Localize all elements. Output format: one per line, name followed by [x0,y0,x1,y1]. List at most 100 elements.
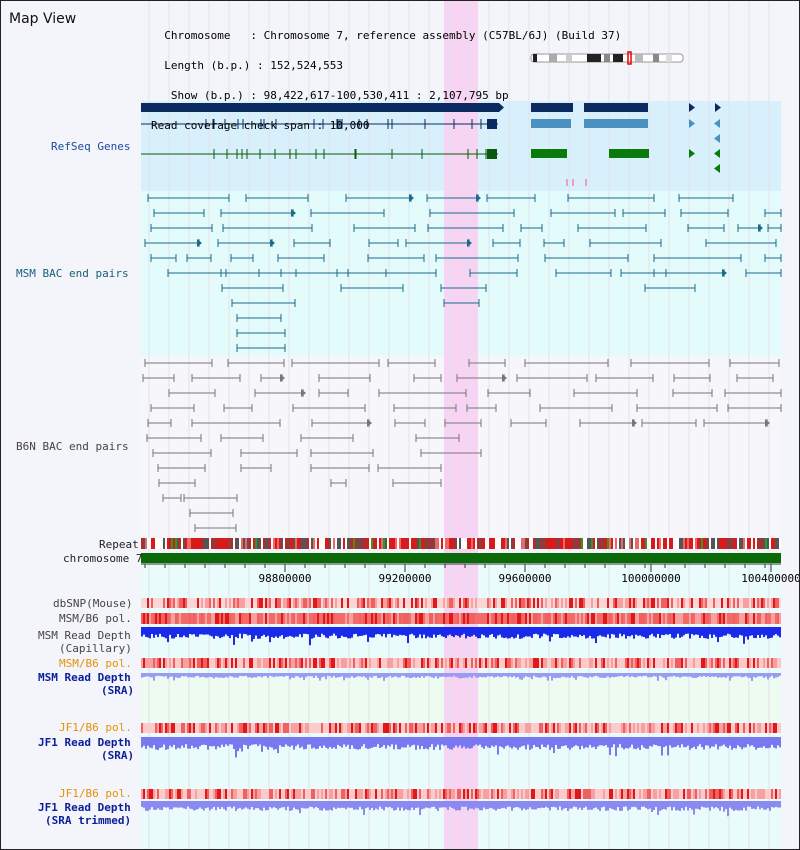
msm-sra-depth-bar [433,673,435,678]
jf1-b6-pol-strip [301,723,303,733]
track-label-jf1-b6-pol-trimmed[interactable]: JF1/B6 pol. [59,787,132,800]
track-label-jf1-b6-pol[interactable]: JF1/B6 pol. [59,721,132,734]
dbsnp-strip [699,598,701,608]
msm-b6-pol-sra-strip [275,658,277,668]
jf1-b6-pol-strip [517,723,519,733]
repeat-element [673,538,675,549]
jf1-b6-pol-strip [631,723,633,733]
jf1-b6-pol-strip [327,723,329,733]
jf1-sra-depth-bar [305,737,307,749]
track-label-chromosome[interactable]: chromosome 7 [63,552,143,565]
msm-b6-pol-sra-strip [347,658,349,668]
msm-b6-pol-sra-strip [179,658,181,668]
msm-sra-depth-bar [681,673,683,677]
msm-b6-pol-strip [213,613,215,624]
msm-capillary-depth-bar [511,627,513,637]
msm-sra-depth-bar [151,673,153,678]
jf1-b6-pol-trimmed-strip [169,789,171,799]
jf1-b6-pol-strip [455,723,457,733]
msm-sra-depth-bar [441,673,443,677]
repeat-element [631,538,633,549]
msm-capillary-depth-bar [481,627,483,635]
msm-sra-depth-bar [207,673,209,678]
jf1-trimmed-depth-bar [369,801,371,810]
dbsnp-strip [757,598,759,608]
track-label-refseq-genes[interactable]: RefSeq Genes [51,140,131,153]
track-label-jf1-read-depth-trimmed[interactable]: JF1 Read Depth [38,801,131,814]
jf1-trimmed-depth-bar [323,801,325,809]
jf1-sra-depth-bar [733,737,735,748]
msm-sra-depth-bar [713,673,715,677]
msm-sra-depth-bar [165,673,167,677]
jf1-trimmed-depth-bar [561,801,563,811]
jf1-b6-pol-strip [481,723,483,733]
dbsnp-strip [559,598,561,608]
msm-sra-depth-bar [271,673,273,677]
msm-b6-pol-strip [197,613,199,624]
jf1-b6-pol-trimmed-strip [213,789,215,799]
jf1-b6-pol-strip [745,723,747,733]
msm-b6-pol-sra-strip [369,658,371,668]
repeat-element [165,538,167,549]
jf1-trimmed-depth-bar [321,801,323,811]
jf1-trimmed-depth-bar [285,801,287,811]
repeat-element [263,538,265,549]
jf1-sra-depth-bar [169,737,171,746]
jf1-sra-depth-bar [425,737,427,749]
jf1-trimmed-depth-bar [469,801,471,809]
msm-sra-depth-bar [765,673,767,677]
repeat-element [349,538,351,549]
msm-sra-depth-bar [455,673,457,678]
repeat-element [655,538,657,549]
jf1-b6-pol-trimmed-strip [533,789,535,799]
msm-sra-depth-bar [523,673,525,678]
track-label-msm-read-depth-sra[interactable]: MSM Read Depth [38,671,131,684]
track-label-jf1-read-depth-sra[interactable]: JF1 Read Depth [38,736,131,749]
msm-sra-depth-bar [479,673,481,677]
track-label-msm-b6-pol-sra[interactable]: MSM/B6 pol. [59,657,132,670]
track-label-b6n-bac[interactable]: B6N BAC end pairs [16,440,129,453]
track-label-msm-read-depth-capillary[interactable]: MSM Read Depth [38,629,131,642]
msm-sra-depth-bar [573,673,575,678]
repeat-element [487,538,489,549]
msm-sra-depth-bar [619,673,621,677]
jf1-b6-pol-strip [655,723,657,733]
msm-sra-depth-bar [655,673,657,677]
msm-capillary-depth-bar [175,627,177,637]
jf1-b6-pol-strip [567,723,569,733]
jf1-sra-depth-bar [441,737,443,745]
jf1-b6-pol-strip [317,723,319,733]
msm-sra-depth-bar [215,673,217,677]
msm-b6-pol-strip [625,613,627,624]
track-label-repeat[interactable]: Repeat [99,538,139,551]
repeat-element [435,538,437,549]
repeat-element [381,538,383,549]
msm-sra-depth-bar [717,673,719,678]
jf1-b6-pol-trimmed-strip [237,789,239,799]
msm-sra-depth-bar [235,673,237,678]
jf1-b6-pol-trimmed-strip [247,789,249,799]
dbsnp-strip [269,598,271,608]
msm-sra-depth-bar [397,673,399,678]
track-label-dbsnp[interactable]: dbSNP(Mouse) [53,597,133,610]
repeat-element [243,538,245,549]
jf1-sra-depth-bar [195,737,197,748]
jf1-trimmed-depth-bar [509,801,511,807]
jf1-b6-pol-trimmed-strip [687,789,689,799]
msm-sra-depth-bar [691,673,693,678]
jf1-b6-pol-strip [245,723,247,733]
jf1-b6-pol-strip [773,723,775,733]
track-label-msm-bac[interactable]: MSM BAC end pairs [16,267,129,280]
msm-b6-pol-sra-strip [147,658,149,668]
dbsnp-strip [539,598,541,608]
msm-capillary-depth-bar [423,627,425,635]
msm-sra-depth-bar [735,673,737,677]
msm-b6-pol-sra-strip [667,658,669,668]
gene-model-blue [584,119,648,128]
msm-sra-depth-bar [769,673,771,678]
msm-sra-depth-bar [593,673,595,677]
msm-sra-depth-bar [161,673,163,677]
track-label-msm-b6-pol[interactable]: MSM/B6 pol. [59,612,132,625]
msm-b6-pol-sra-strip [373,658,375,668]
